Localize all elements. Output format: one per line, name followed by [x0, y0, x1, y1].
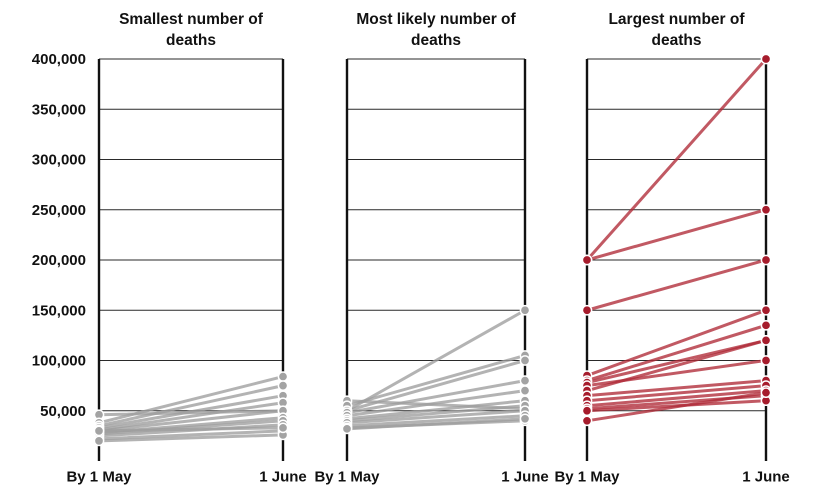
data-point [581, 254, 593, 266]
series-line [345, 389, 527, 418]
data-point [277, 422, 289, 434]
x-tick-label-end: 1 June [259, 468, 307, 485]
series-line [97, 426, 285, 433]
data-point [760, 387, 772, 399]
data-point [519, 375, 531, 386]
y-tick-label: 100,000 [32, 353, 86, 370]
x-tick-label-start: By 1 May [66, 468, 132, 485]
series-line [585, 323, 768, 383]
x-tick-label-start: By 1 May [314, 468, 380, 485]
points-layer [93, 53, 772, 447]
series-line [97, 433, 285, 443]
y-tick-label: 50,000 [40, 403, 86, 420]
series-line [585, 208, 768, 262]
panel-title-line: Smallest number of [119, 11, 264, 28]
data-point [519, 304, 531, 316]
x-tick-label-end: 1 June [742, 468, 790, 485]
y-tick-label: 350,000 [32, 101, 86, 118]
data-point [760, 355, 772, 366]
y-tick-label: 150,000 [32, 302, 86, 319]
data-point [277, 380, 289, 391]
panel-title-line: deaths [411, 32, 461, 49]
y-tick-label: 400,000 [32, 51, 86, 68]
data-point [93, 435, 105, 447]
series-line [345, 404, 527, 423]
panel-title-line: Largest number of [608, 11, 745, 28]
labels-layer: 50,000 100,000 150,000 200,000 250,000 300,00… [32, 11, 790, 485]
data-point [760, 204, 772, 216]
series-line [585, 391, 768, 423]
series-line [585, 57, 768, 262]
series-line [585, 338, 768, 393]
series-line [97, 429, 285, 441]
data-point [760, 319, 772, 331]
series-line [585, 389, 768, 408]
data-point [581, 415, 593, 427]
data-point [760, 254, 772, 266]
x-tick-label-start: By 1 May [554, 468, 620, 485]
data-point [581, 405, 593, 417]
series-line [97, 384, 285, 428]
series-line [585, 308, 768, 378]
series-line [97, 375, 285, 425]
data-point [277, 371, 289, 382]
x-tick-label-end: 1 June [501, 468, 549, 485]
series-line [97, 394, 285, 430]
series-line [585, 384, 768, 403]
series-line [345, 308, 527, 413]
data-point [519, 413, 531, 425]
series-line [97, 409, 285, 433]
series-line [345, 414, 527, 428]
panel-title-line: deaths [652, 32, 702, 49]
y-tick-label: 200,000 [32, 252, 86, 269]
data-point [581, 304, 593, 316]
series-line [345, 353, 527, 408]
data-point [760, 335, 772, 346]
y-tick-label: 250,000 [32, 202, 86, 219]
y-tick-label: 300,000 [32, 152, 86, 169]
series-lines-layer [97, 57, 768, 443]
data-point [341, 423, 353, 435]
gridlines-layer [99, 58, 766, 412]
series-line [345, 359, 527, 413]
series-line [585, 258, 768, 312]
series-line [345, 417, 527, 431]
data-point [519, 385, 531, 396]
series-line [97, 401, 285, 432]
data-point [93, 425, 105, 437]
data-point [760, 53, 772, 65]
series-line [345, 399, 527, 421]
series-line [585, 379, 768, 398]
data-point [519, 355, 531, 366]
series-line [345, 379, 527, 415]
data-point [760, 304, 772, 316]
panel-title-line: Most likely number of [356, 11, 516, 28]
panel-title-line: deaths [166, 32, 216, 49]
series-line [345, 409, 527, 425]
